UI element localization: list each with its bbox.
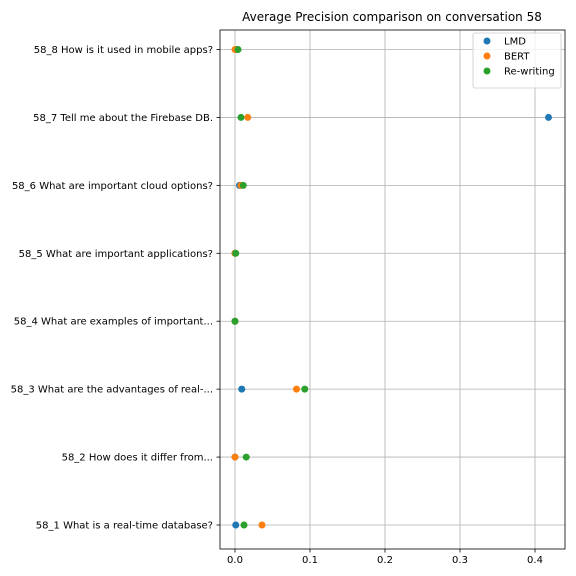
data-point [238, 385, 246, 393]
data-point [232, 521, 240, 529]
category-label: 58_3 What are the advantages of real-... [11, 385, 213, 396]
category-label: 58_1 What is a real-time database? [36, 521, 213, 532]
axes: 0.0 0.1 0.2 0.3 0.4 58_1 What is a real-time … [11, 29, 566, 566]
legend-marker [483, 37, 491, 45]
data-point [244, 113, 252, 121]
data-point [231, 453, 239, 461]
data-points [231, 46, 552, 529]
data-point [242, 453, 250, 461]
grid [220, 30, 565, 549]
legend-label: BERT [504, 52, 530, 63]
data-point [293, 385, 300, 393]
category-label: 58_5 What are important applications? [19, 249, 213, 260]
x-tick-label: 0.4 [527, 555, 543, 566]
data-point [232, 249, 240, 257]
x-tick-label: 0.2 [377, 555, 393, 566]
data-point [301, 385, 309, 393]
x-tick-label: 0.0 [227, 555, 243, 566]
data-point [545, 113, 552, 121]
category-label: 58_4 What are examples of important... [14, 317, 213, 328]
data-point [237, 113, 245, 121]
x-tick-label: 0.1 [302, 555, 318, 566]
data-point [239, 181, 247, 189]
category-label: 58_2 How does it differ from... [62, 453, 213, 464]
data-point [240, 521, 248, 529]
category-label: 58_7 Tell me about the Firebase DB. [33, 113, 213, 124]
legend-label: LMD [504, 37, 526, 48]
legend-marker [483, 52, 491, 60]
data-point [258, 521, 266, 529]
chart-title: Average Precision comparison on conversa… [242, 10, 542, 24]
category-label: 58_8 How is it used in mobile apps? [34, 45, 213, 56]
data-point [231, 317, 239, 325]
legend: LMD BERT Re-writing [472, 32, 562, 89]
category-label: 58_6 What are important cloud options? [12, 181, 213, 192]
legend-label: Re-writing [504, 67, 555, 78]
plot-frame [219, 29, 566, 550]
x-tick-label: 0.3 [452, 555, 468, 566]
data-point [234, 46, 242, 53]
legend-box [472, 32, 562, 89]
legend-marker [483, 67, 491, 75]
